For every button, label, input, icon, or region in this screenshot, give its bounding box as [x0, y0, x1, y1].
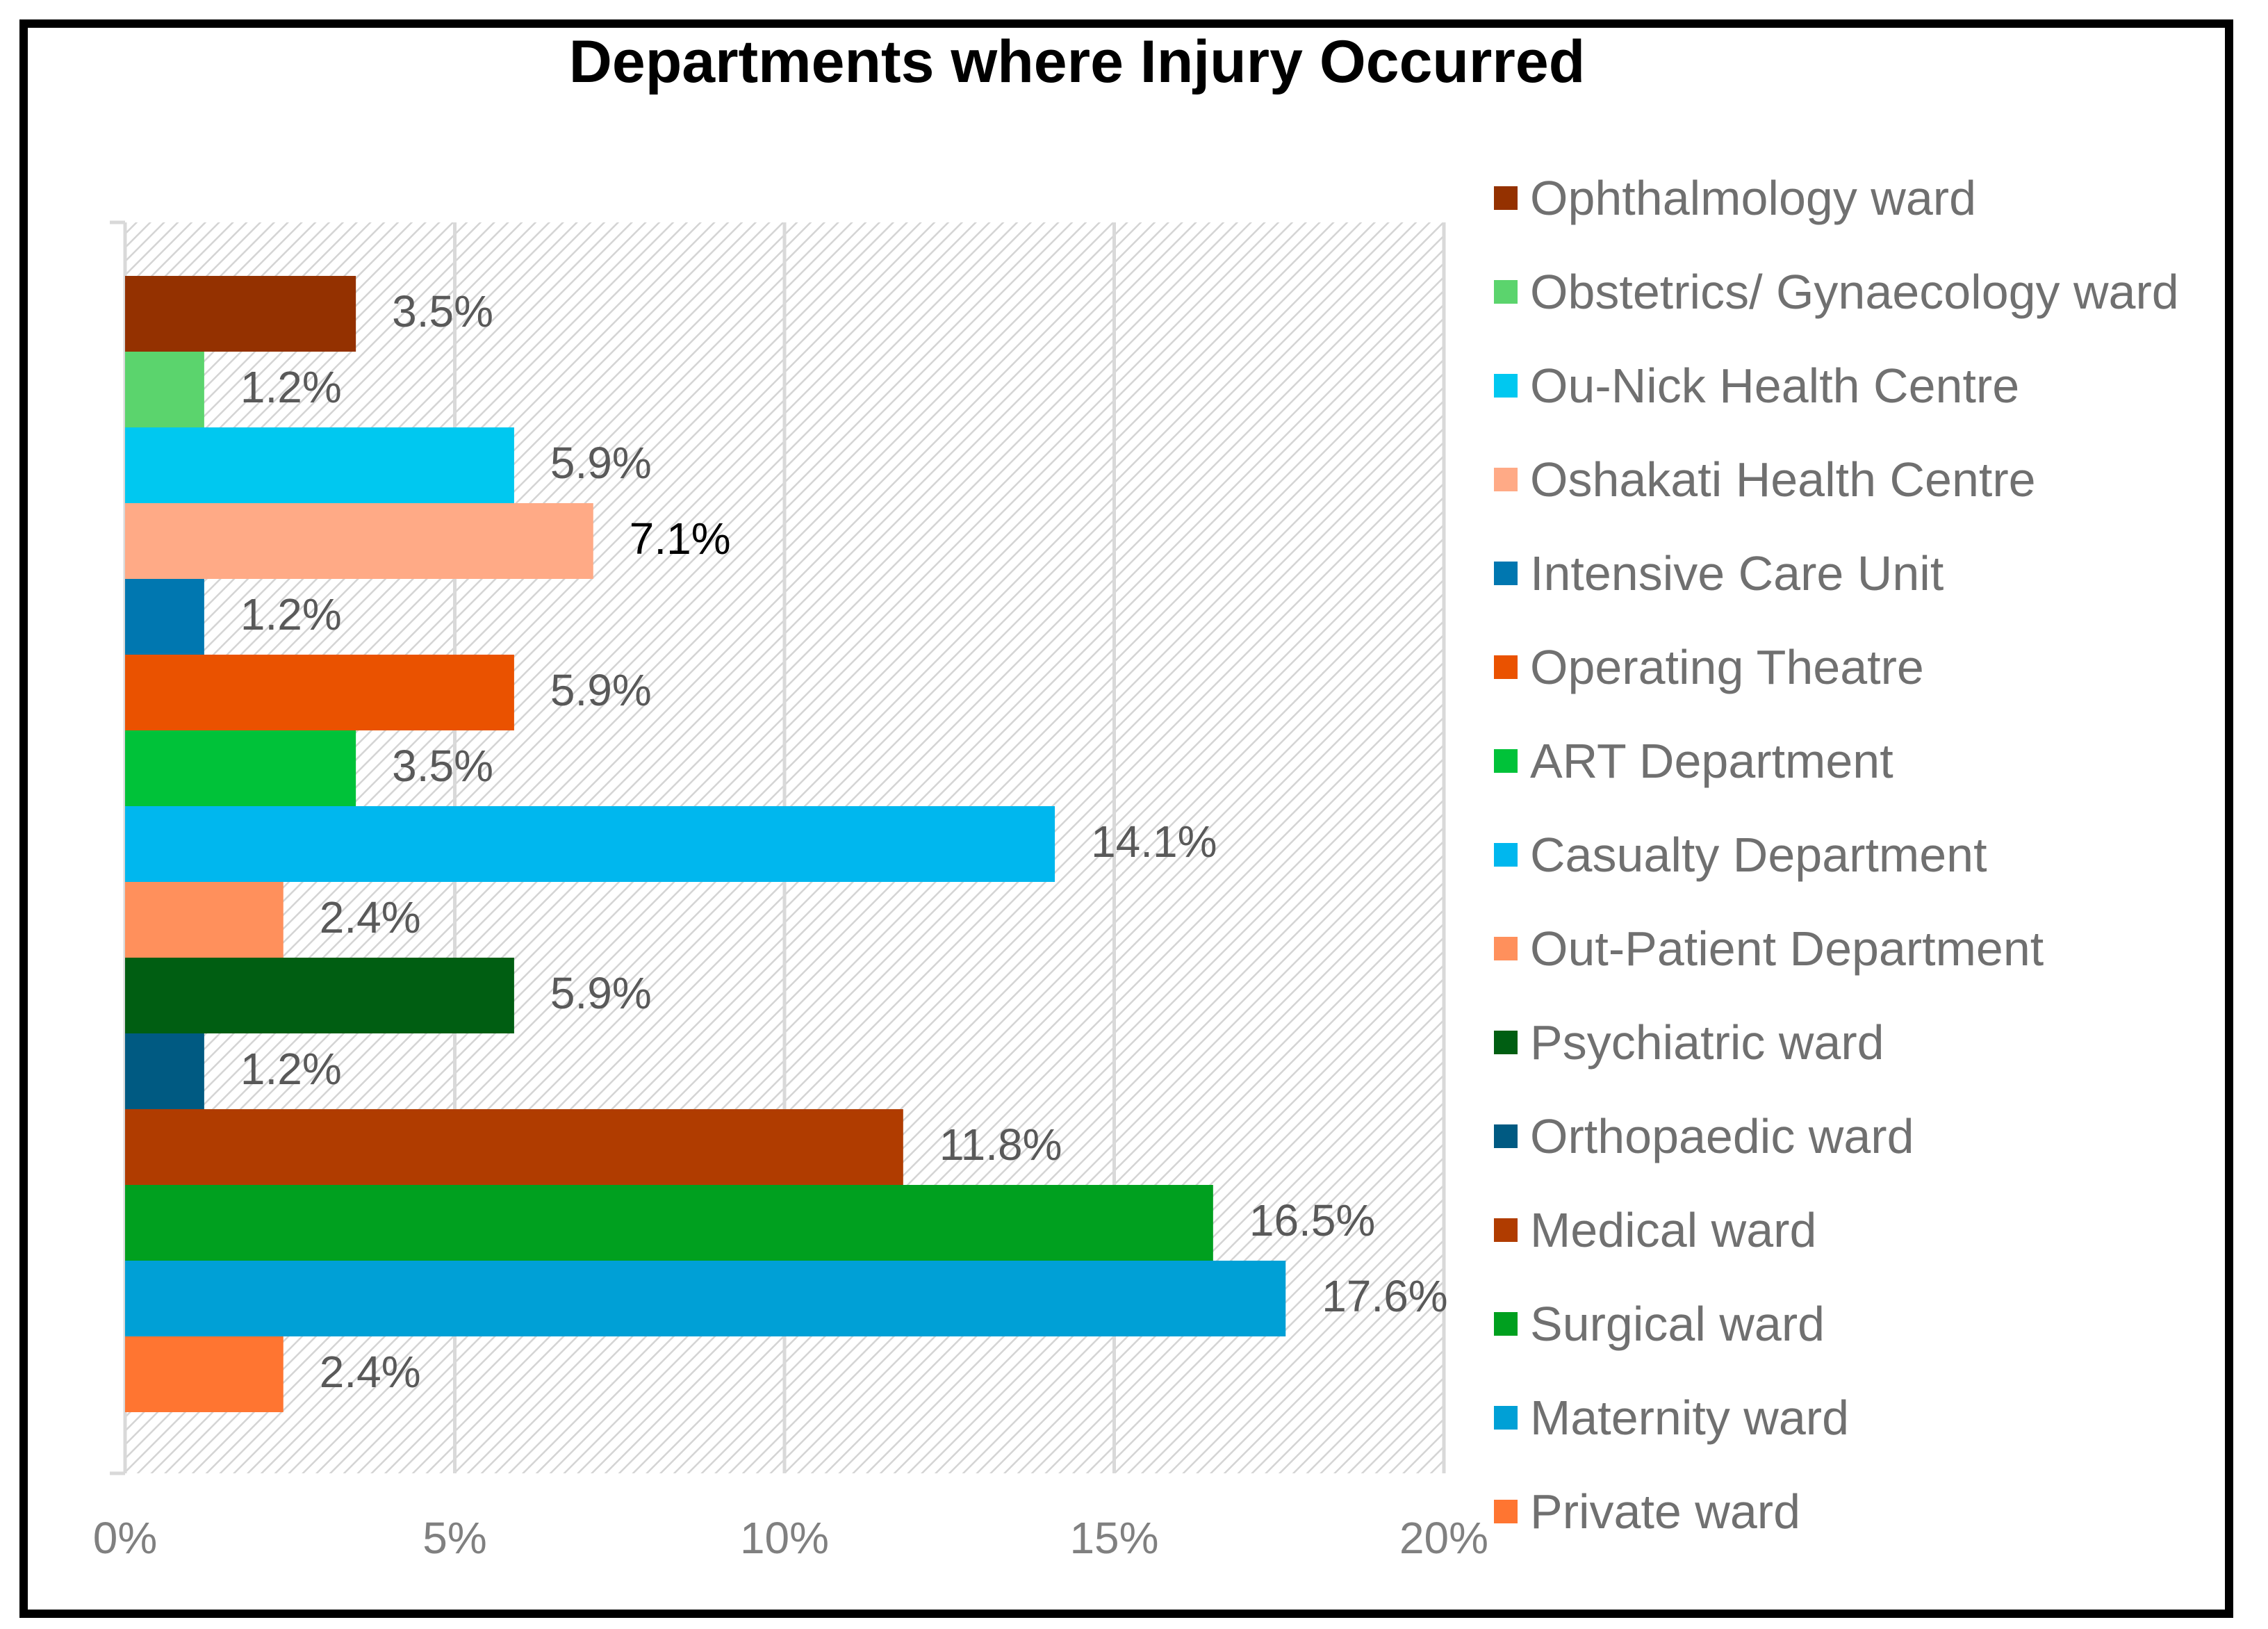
- x-tick-label: 20%: [1399, 1513, 1488, 1563]
- legend-label: Intensive Care Unit: [1530, 546, 1944, 600]
- legend-label: Medical ward: [1530, 1203, 1817, 1257]
- legend-label: Out-Patient Department: [1530, 922, 2044, 976]
- data-label: 1.2%: [240, 362, 342, 412]
- legend-item: Ophthalmology ward: [1494, 170, 1976, 226]
- bar: [125, 352, 204, 427]
- data-label: 14.1%: [1091, 817, 1217, 867]
- legend-swatch: [1494, 1218, 1518, 1242]
- legend-swatch: [1494, 374, 1518, 398]
- legend-item: Out-Patient Department: [1494, 921, 2044, 976]
- legend-item: Medical ward: [1494, 1202, 1816, 1258]
- legend-item: Orthopaedic ward: [1494, 1108, 1914, 1164]
- legend-label: Ou-Nick Health Centre: [1530, 359, 2020, 413]
- legend-swatch: [1494, 280, 1518, 304]
- bar: [125, 276, 356, 352]
- data-label: 2.4%: [320, 1347, 421, 1397]
- legend-swatch: [1494, 186, 1518, 210]
- legend-label: Orthopaedic ward: [1530, 1109, 1914, 1163]
- bar: [125, 503, 593, 579]
- bar: [125, 579, 204, 655]
- data-label: 5.9%: [550, 438, 652, 488]
- bar: [125, 958, 514, 1033]
- legend-item: Private ward: [1494, 1484, 1800, 1539]
- legend-swatch: [1494, 655, 1518, 679]
- data-label: 5.9%: [550, 968, 652, 1018]
- legend-swatch: [1494, 1312, 1518, 1336]
- data-label: 17.6%: [1322, 1271, 1447, 1321]
- legend-label: Oshakati Health Centre: [1530, 452, 2036, 507]
- legend-swatch: [1494, 1500, 1518, 1523]
- data-label: 16.5%: [1249, 1195, 1375, 1245]
- bar: [125, 427, 514, 503]
- legend-swatch: [1494, 562, 1518, 585]
- legend-item: Psychiatric ward: [1494, 1015, 1884, 1070]
- legend-swatch: [1494, 749, 1518, 773]
- data-label: 11.8%: [939, 1120, 1062, 1170]
- legend-label: Obstetrics/ Gynaecology ward: [1530, 265, 2179, 319]
- chart-title: Departments where Injury Occurred: [568, 28, 1586, 95]
- legend-label: ART Department: [1530, 734, 1893, 788]
- bar: [125, 1109, 903, 1185]
- legend-swatch: [1494, 1031, 1518, 1054]
- x-tick-label: 15%: [1069, 1513, 1158, 1563]
- legend-swatch: [1494, 1406, 1518, 1430]
- bar: [125, 730, 356, 806]
- legend-swatch: [1494, 468, 1518, 491]
- data-label: 1.2%: [240, 1044, 342, 1094]
- data-label: 5.9%: [550, 665, 652, 715]
- x-tick-label: 0%: [93, 1513, 158, 1563]
- legend-item: Intensive Care Unit: [1494, 546, 1944, 601]
- bar: [125, 882, 284, 958]
- legend-item: Casualty Department: [1494, 827, 1987, 883]
- data-label: 7.1%: [630, 514, 731, 564]
- legend-label: Surgical ward: [1530, 1297, 1825, 1351]
- data-label: 2.4%: [320, 892, 421, 942]
- data-label: 3.5%: [392, 286, 493, 336]
- legend-item: Oshakati Health Centre: [1494, 452, 2036, 507]
- bar: [125, 1261, 1286, 1336]
- legend-item: Maternity ward: [1494, 1390, 1849, 1446]
- bar: [125, 1185, 1213, 1261]
- legend-swatch: [1494, 1124, 1518, 1148]
- legend-item: Obstetrics/ Gynaecology ward: [1494, 264, 2179, 320]
- legend-label: Operating Theatre: [1530, 640, 1924, 694]
- data-label: 1.2%: [240, 589, 342, 639]
- legend-label: Ophthalmology ward: [1530, 171, 1976, 225]
- legend-swatch: [1494, 843, 1518, 867]
- bar: [125, 655, 514, 730]
- bar: [125, 806, 1055, 882]
- legend-item: Operating Theatre: [1494, 639, 1924, 695]
- bar: [125, 1033, 204, 1109]
- data-label: 3.5%: [392, 741, 493, 791]
- legend-label: Casualty Department: [1530, 828, 1987, 882]
- legend-label: Maternity ward: [1530, 1391, 1850, 1445]
- legend-item: Ou-Nick Health Centre: [1494, 358, 2019, 414]
- legend-item: Surgical ward: [1494, 1296, 1825, 1352]
- legend-label: Private ward: [1530, 1484, 1801, 1539]
- x-tick-label: 5%: [422, 1513, 487, 1563]
- legend-item: ART Department: [1494, 733, 1893, 789]
- bar: [125, 1336, 284, 1412]
- legend-label: Psychiatric ward: [1530, 1015, 1884, 1070]
- legend-swatch: [1494, 937, 1518, 960]
- x-tick-label: 10%: [740, 1513, 829, 1563]
